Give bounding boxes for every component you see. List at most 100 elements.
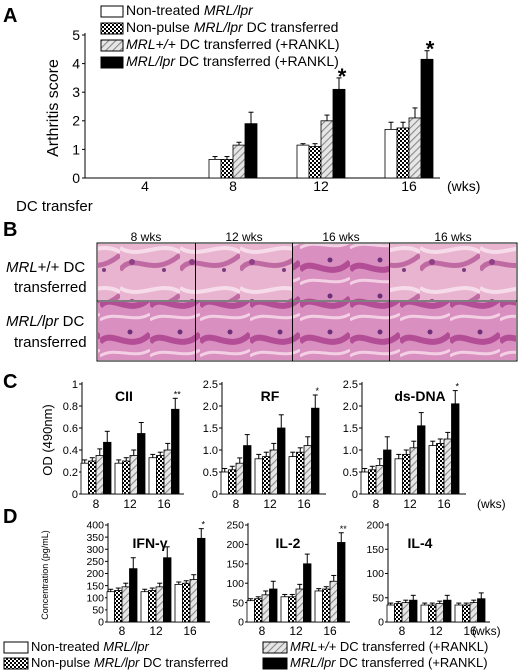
il2-x-tick-label: 12 [289,624,303,638]
il4-title: IL-4 [408,535,433,551]
legend-swatch [100,56,124,69]
il2-bar [261,594,270,623]
il4-bar [443,599,452,623]
ifng-y-tick-label: 100 [86,592,104,604]
arthritis-x-tick-label: 8 [229,178,237,194]
arthritis-bar [244,123,258,179]
histology-row2-label-line2: transferred [14,334,87,351]
cii-bar [88,460,97,495]
il2-y-tick-label: 150 [226,558,244,570]
rf-x-tick-label: 12 [263,497,277,511]
il4-y-tick-label: 50 [372,592,384,604]
histology-col-label-1: 8 wks [131,230,162,244]
rf-significance-marker: * [315,386,319,396]
arthritis-x-tick-label: 16 [401,178,417,194]
il2-y-tick-label: 250 [226,520,244,532]
dsdna-bar [375,464,384,495]
legend-label: MRL+/+ DC transferred (+RANKL) [290,639,488,654]
cii-y-tick-label: 0.6 [63,423,78,435]
arthritis-bar [396,127,410,179]
rf-bar [254,458,263,495]
cii-bar [80,462,89,495]
rf-bar [269,449,278,495]
cii-y-tick-label: 0.4 [63,445,78,457]
il2-title: IL-2 [276,535,301,551]
dsdna-x-tick-label: 16 [437,497,451,511]
legend-label: Non-pulse MRL/lpr DC transferred [31,655,228,670]
ifng-x-tick-label: 8 [119,624,126,638]
dsdna-title: ds-DNA [394,388,445,404]
ifng-y-tick-label: 300 [86,544,104,556]
arthritis-bar [420,58,434,179]
il2-y-tick-label: 100 [226,578,244,590]
ifng-bar [114,590,123,623]
il2-bar [295,588,304,623]
dsdna-bar [451,403,460,495]
il-2-chart: 0 50 100 150 200 250 8 12 16 IL-2 ** [226,520,350,638]
il2-bar [314,590,323,623]
panel-letter-b: B [3,219,17,241]
ds-dna-chart: 0 0.5 1.0 1.5 2.0 2.5 8 12 16 ds-DNA * (wks) [343,379,506,511]
dsdna-significance-marker: * [455,382,459,392]
il2-bar [254,598,263,623]
arthritis-x-unit: (wks) [447,178,480,194]
cii-y-tick-label: 1 [72,379,78,391]
arthritis-bar [408,117,422,179]
ifng-bar [197,537,206,623]
il2-y-tick-label: 0 [238,617,244,629]
arthritis-y-tick-label: 0 [72,170,80,186]
arthritis-y-tick-label: 4 [72,56,80,72]
il4-bar [454,604,463,623]
legend-swatch [262,641,288,654]
legend-label: Non-pulse MRL/lpr DC transferred [126,19,338,35]
il2-bar [246,600,255,623]
rf-y-tick-label: 1.0 [203,445,218,457]
cii-title: CII [115,388,133,404]
arthritis-x-tick-label: 4 [141,178,149,194]
dsdna-y-tick-label: 1.0 [343,445,358,457]
arthritis-y-tick-label: 5 [72,27,80,43]
rf-bar [243,445,252,495]
cii-bar [129,455,138,495]
panel-d-x-unit: (wks) [472,624,501,638]
dsdna-bar [417,425,426,495]
il2-bar [337,542,346,623]
cii-x-tick-label: 16 [157,497,171,511]
ifng-bar [140,591,149,623]
cii-x-tick-label: 8 [93,497,100,511]
histology-image-r2c3 [293,302,389,360]
arthritis-bar [232,144,246,179]
rf-bar [235,462,244,495]
dsdna-bar [428,445,437,495]
ifng-y-tick-label: 350 [86,532,104,544]
il4-x-tick-label: 12 [429,624,443,638]
rf-bar [262,456,271,495]
panel-letter-a: A [3,5,17,27]
rf-y-tick-label: 1.5 [203,423,218,435]
histology-image-r1c3 [293,244,389,300]
rf-y-tick-label: 0 [212,489,218,501]
cii-chart: 0 0.2 0.4 0.6 0.8 1 8 12 16 CII ** OD (490nm) [40,379,184,511]
il4-bar [469,602,478,623]
arthritis-bar [308,146,322,179]
il4-y-tick-label: 200 [366,520,384,532]
cii-bar [163,449,172,495]
cii-bar [103,441,112,495]
rf-bar [303,445,312,495]
il4-bar [386,604,395,623]
histology-row2-label-line1: MRL/lpr DC [6,313,85,330]
histology-row1-label-line2: transferred [14,279,87,296]
cii-bar [95,455,104,495]
il4-bar [428,604,437,623]
dsdna-y-tick-label: 1.5 [343,423,358,435]
il2-x-tick-label: 16 [323,624,337,638]
histology-image-r2c1 [98,302,195,360]
histology-col-label-2: 12 wks [225,230,262,244]
cii-y-tick-label: 0 [72,489,78,501]
rf-title: RF [261,388,280,404]
legend-label: MRL+/+ DC transferred (+RANKL) [126,36,340,52]
legend-swatch [3,657,29,670]
